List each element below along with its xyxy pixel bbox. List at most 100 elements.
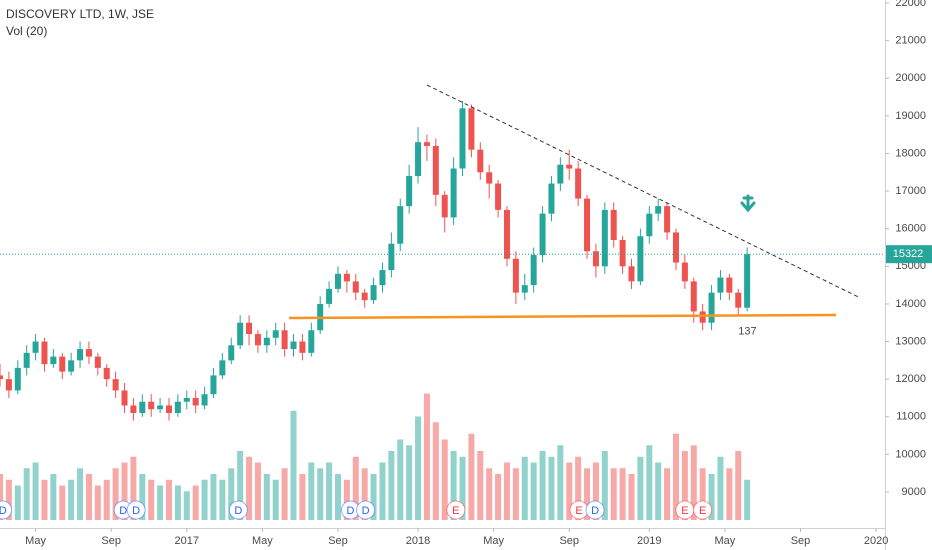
volume-bar [85, 474, 92, 520]
candle-body [183, 397, 190, 402]
y-tick-label: 22000 [895, 0, 926, 9]
volume-bar [272, 479, 279, 520]
candle-body [201, 394, 208, 406]
volume-bar [628, 474, 635, 520]
event-label: E [699, 505, 706, 517]
volume-bar [495, 474, 502, 520]
volume-bar [592, 462, 599, 520]
volume-bar [299, 474, 306, 520]
volume-bar [406, 445, 413, 520]
volume-bar [744, 479, 751, 520]
candle-body [103, 367, 110, 380]
candle-body [343, 273, 350, 282]
volume-bar [708, 474, 715, 520]
event-marker [693, 500, 713, 520]
volume-bar [566, 462, 573, 520]
volume-bar [352, 456, 359, 520]
volume-bar [503, 462, 510, 520]
event-marker [585, 500, 605, 520]
candle-body [521, 285, 528, 293]
candle-body [290, 341, 297, 350]
volume-bar [459, 456, 466, 520]
candle-body [592, 251, 599, 267]
candle-body [566, 164, 573, 169]
volume-bar [192, 485, 199, 520]
x-tick-label: Sep [101, 535, 121, 547]
event-label: D [119, 505, 127, 517]
x-tick-label: 2018 [406, 535, 430, 547]
candle-body [77, 349, 84, 361]
volume-bar [681, 451, 688, 520]
volume-bar [468, 433, 475, 520]
volume-bar [726, 468, 733, 520]
volume-bar [343, 479, 350, 520]
volume-bar [370, 474, 377, 520]
candle-body [744, 254, 751, 308]
candle-body [495, 183, 502, 210]
volume-bar [655, 462, 662, 520]
candle-body [148, 401, 155, 410]
y-tick-label: 18000 [895, 147, 926, 159]
candle-body [646, 213, 653, 237]
x-tick-label: 2019 [637, 535, 661, 547]
y-tick-label: 11000 [896, 411, 926, 423]
y-tick-label: 17000 [895, 185, 926, 197]
x-tick-label: May [25, 535, 46, 547]
volume-bar [112, 468, 119, 520]
event-marker [446, 500, 466, 520]
volume-bar [557, 445, 564, 520]
arrow-icon [740, 194, 756, 213]
candle-body [397, 206, 404, 244]
candle-body [165, 405, 172, 414]
candle-body [370, 285, 377, 301]
y-tick-label: 14000 [895, 298, 926, 310]
volume-bar [23, 468, 30, 520]
candle-body [459, 108, 466, 169]
volume-bar [210, 474, 217, 520]
volume-bar [548, 456, 555, 520]
candle-body [85, 349, 92, 357]
event-label: D [234, 505, 242, 517]
volume-bar [77, 468, 84, 520]
candle-body [664, 206, 671, 233]
volume-bar [121, 462, 128, 520]
volume-bar [388, 451, 395, 520]
volume-bar [281, 468, 288, 520]
volume-bar [174, 485, 181, 520]
event-label: D [0, 505, 7, 517]
event-marker [0, 500, 13, 520]
candle-body [503, 209, 510, 259]
candle-body [575, 168, 582, 199]
candle-body [415, 142, 422, 177]
candle-body [326, 288, 333, 304]
volume-bar [68, 479, 75, 520]
event-label: E [575, 505, 582, 517]
candle-body [557, 164, 564, 184]
candle-body [263, 337, 270, 346]
volume-bar [32, 462, 39, 520]
volume-bar [423, 393, 430, 520]
candle-body [59, 356, 66, 372]
volume-bar [699, 468, 706, 520]
volume-bar [717, 456, 724, 520]
candle-body [406, 176, 413, 207]
price-label-box [886, 245, 932, 264]
candle-body [68, 360, 75, 372]
candle-body [23, 352, 30, 368]
candle-body [637, 236, 644, 282]
candle-body [735, 292, 742, 308]
candle-body [121, 390, 128, 406]
candle-body [299, 341, 306, 353]
candle-body [477, 149, 484, 173]
candle-body [450, 168, 457, 218]
volume-bar [139, 474, 146, 520]
event-marker [356, 500, 376, 520]
event-label: E [452, 505, 459, 517]
candle-body [468, 108, 475, 150]
volume-bar [263, 474, 270, 520]
event-label: D [362, 505, 370, 517]
event-label: E [681, 505, 688, 517]
volume-bar [148, 479, 155, 520]
candle-body [272, 330, 279, 338]
volume-bar [5, 479, 12, 520]
